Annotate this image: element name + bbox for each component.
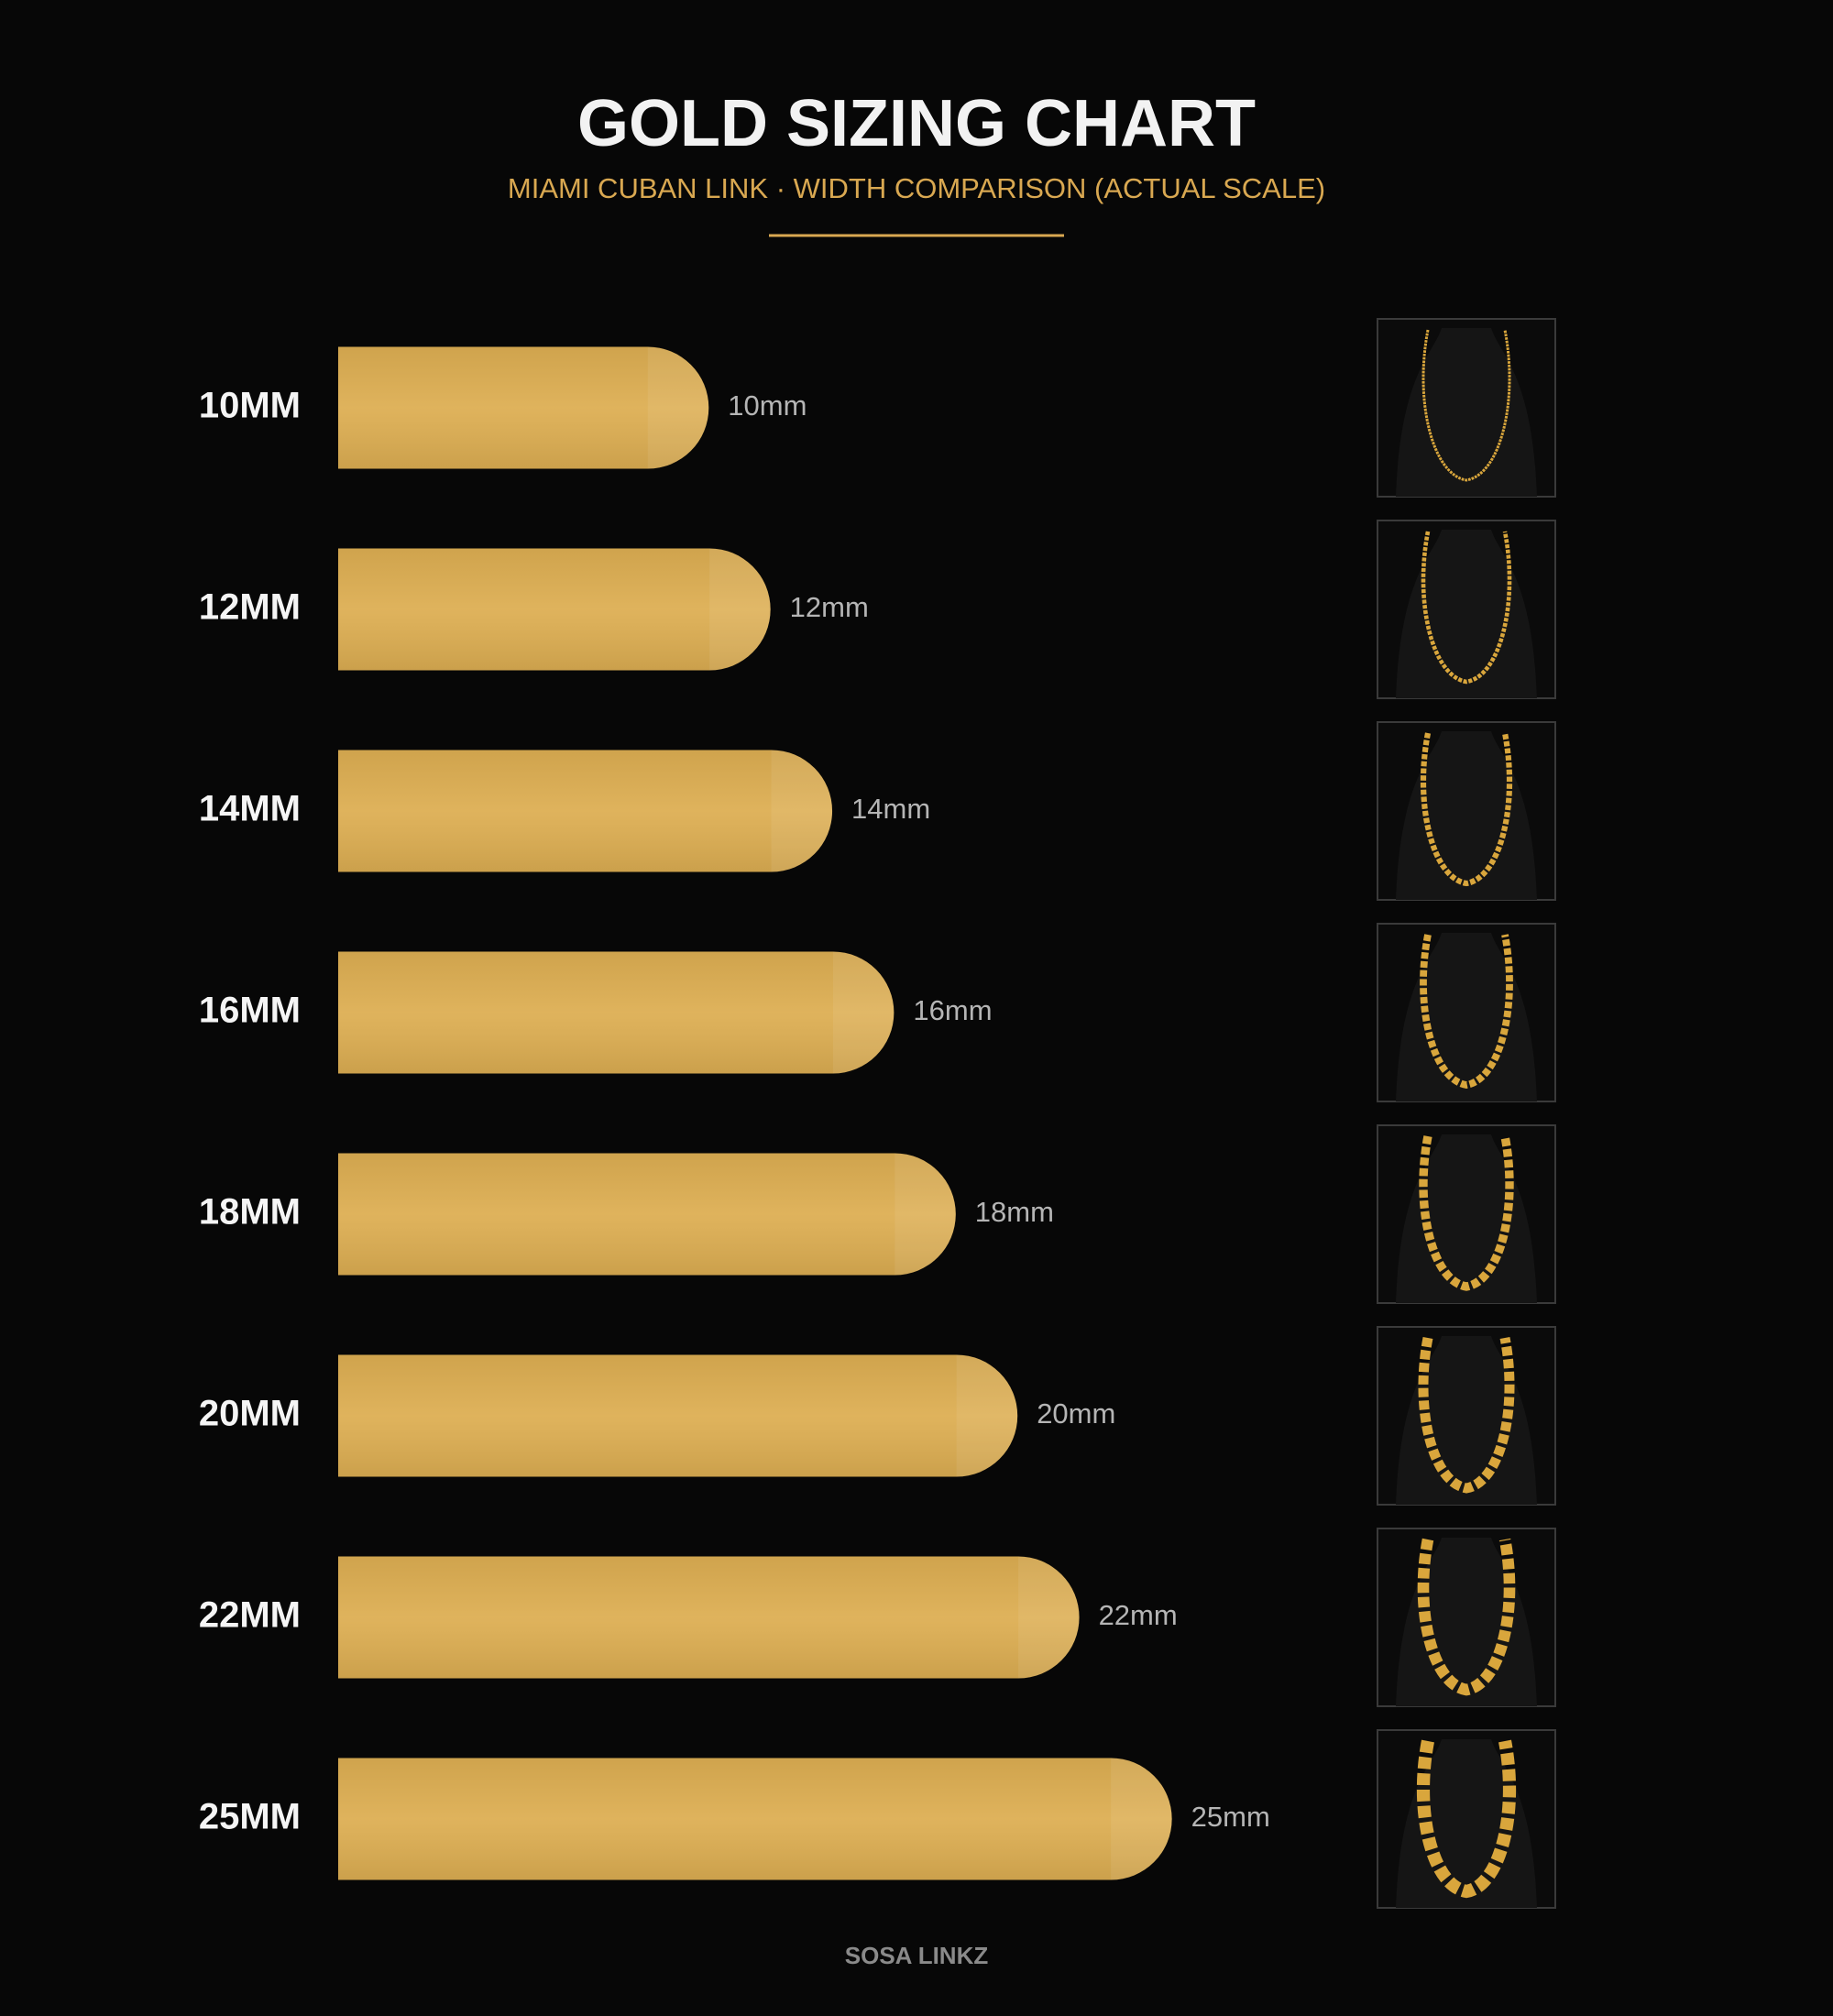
bar-shade — [338, 1354, 1018, 1477]
thumbnail-bust — [1396, 933, 1537, 1101]
thumbnail-bust — [1396, 1538, 1537, 1706]
thumbnail-chain — [1421, 531, 1512, 685]
bar-shade — [338, 1556, 1080, 1679]
bar-cap — [771, 750, 833, 872]
value-label: 10mm — [728, 389, 807, 422]
bar-cap — [1111, 1758, 1172, 1880]
thumbnail-bust — [1396, 1134, 1537, 1303]
thumbnail-bust — [1396, 731, 1537, 900]
bar-shade — [338, 951, 895, 1074]
bar-shade — [338, 750, 833, 872]
bar-shade — [338, 548, 771, 671]
thumbnail-chain — [1416, 1739, 1517, 1899]
chart-subtitle: MIAMI CUBAN LINK · WIDTH COMPARISON (ACT… — [508, 172, 1325, 204]
bar-cap — [832, 951, 895, 1074]
thumbnail-chain — [1421, 329, 1511, 482]
bar-cap — [1018, 1556, 1080, 1679]
value-label: 22mm — [1099, 1599, 1178, 1631]
chart-title: GOLD SIZING CHART — [577, 87, 1256, 160]
value-label: 16mm — [913, 994, 992, 1026]
category-label: 22MM — [199, 1595, 301, 1636]
category-label: 14MM — [199, 789, 301, 829]
category-label: 25MM — [199, 1797, 301, 1837]
thumbnail-chain — [1419, 1135, 1514, 1291]
thumbnail-chain — [1420, 732, 1513, 887]
category-label: 20MM — [199, 1394, 301, 1434]
category-label: 16MM — [199, 991, 301, 1031]
thumbnail-chain — [1418, 1336, 1515, 1494]
thumbnail-bust — [1396, 328, 1537, 497]
value-label: 12mm — [790, 591, 869, 623]
footer: SOSA LINKZ — [845, 1942, 989, 1969]
value-label: 25mm — [1191, 1801, 1270, 1833]
bar-cap — [709, 548, 771, 671]
bar-shade — [338, 346, 709, 469]
category-label: 12MM — [199, 587, 301, 628]
bar-shade — [338, 1153, 956, 1276]
thumbnail-bust — [1396, 530, 1537, 698]
value-label: 18mm — [975, 1196, 1054, 1228]
thumbnail-chain — [1417, 1538, 1516, 1696]
thumbnail-chain — [1420, 934, 1513, 1089]
bar-cap — [895, 1153, 956, 1276]
bar-cap — [647, 346, 709, 469]
thumbnail-bust — [1396, 1336, 1537, 1505]
category-label: 10MM — [199, 386, 301, 426]
value-label: 14mm — [851, 793, 930, 825]
bar-cap — [956, 1354, 1018, 1477]
category-label: 18MM — [199, 1192, 301, 1233]
bar-shade — [338, 1758, 1172, 1880]
value-label: 20mm — [1037, 1397, 1115, 1430]
